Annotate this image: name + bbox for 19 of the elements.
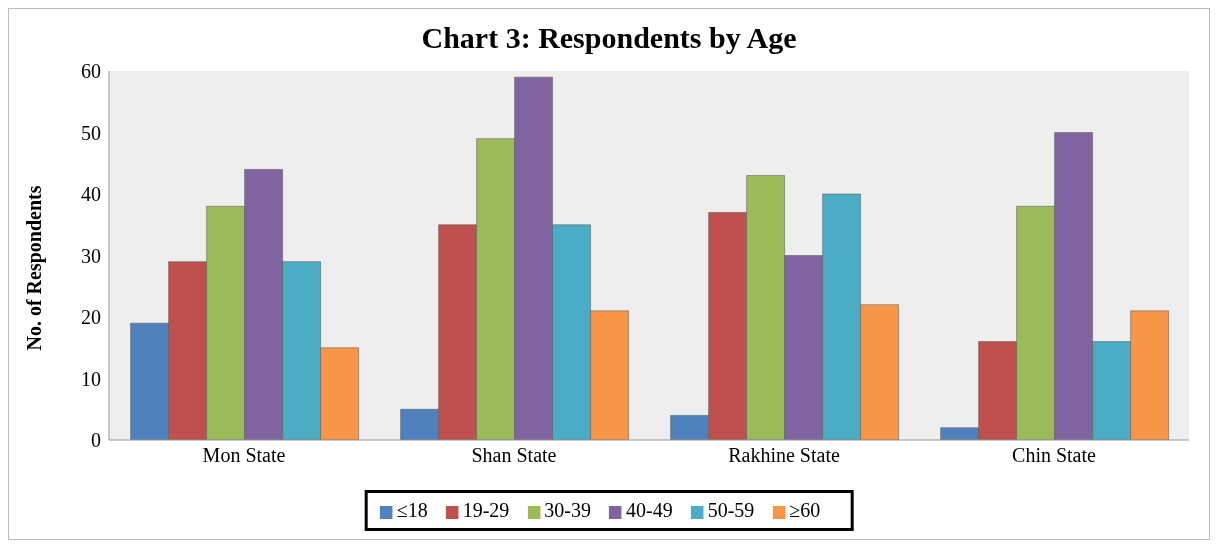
y-tick-label: 60 — [81, 60, 101, 83]
x-tick-label: Shan State — [471, 444, 557, 467]
legend-label: 50-59 — [707, 499, 755, 521]
y-tick-label: 30 — [81, 244, 101, 267]
x-tick-label: Rakhine State — [728, 444, 840, 467]
legend-label: 19-29 — [462, 499, 510, 521]
legend-label: ≤18 — [396, 499, 428, 521]
x-tick-label: Chin State — [1012, 444, 1097, 467]
chart-title: Chart 3: Respondents by Age — [420, 21, 798, 56]
legend-label: 30-39 — [544, 499, 591, 521]
x-tick-label: Mon State — [202, 444, 286, 467]
y-tick-label: 40 — [81, 183, 101, 206]
y-tick-label: 20 — [81, 306, 101, 329]
y-tick-label: 50 — [81, 121, 101, 144]
y-axis-title: No. of Respondents — [23, 185, 47, 351]
legend-label: 40-49 — [626, 499, 673, 521]
y-tick-label: 10 — [81, 367, 101, 390]
legend-label: ≥60 — [789, 499, 821, 521]
y-tick-label: 0 — [91, 429, 101, 452]
